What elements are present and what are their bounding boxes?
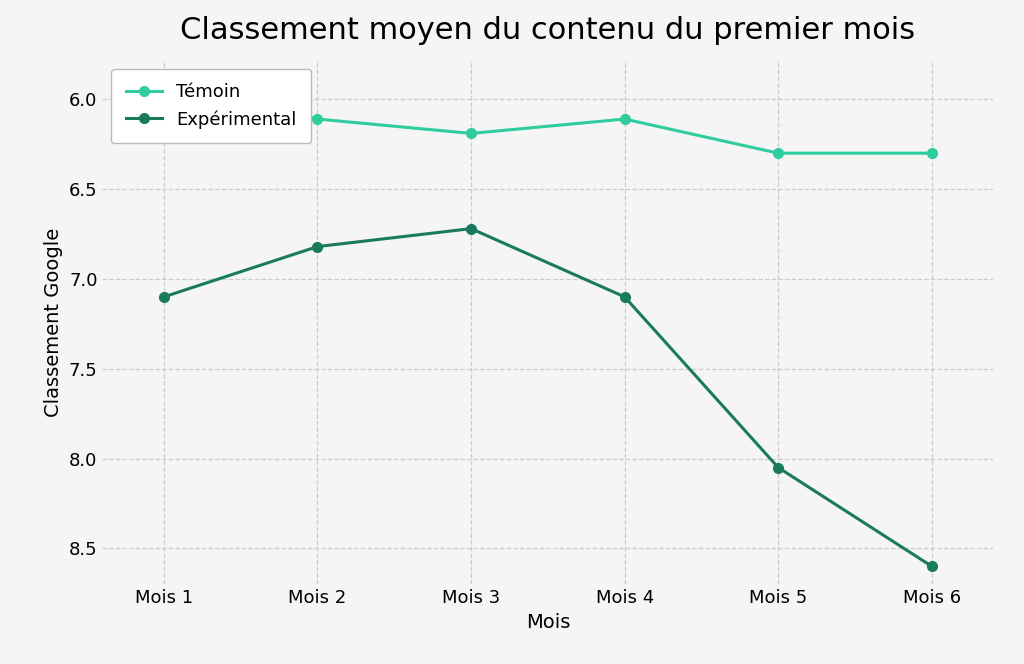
Expérimental — [772, 463, 784, 471]
Expérimental — [465, 224, 477, 232]
Témoin — [618, 115, 631, 123]
Line: Expérimental: Expérimental — [159, 224, 937, 571]
Témoin — [311, 115, 324, 123]
Témoin — [465, 129, 477, 137]
Témoin — [926, 149, 938, 157]
Expérimental — [158, 293, 170, 301]
Expérimental — [311, 242, 324, 250]
Line: Témoin: Témoin — [159, 78, 937, 158]
Title: Classement moyen du contenu du premier mois: Classement moyen du contenu du premier m… — [180, 16, 915, 45]
Expérimental — [618, 293, 631, 301]
Legend: Témoin, Expérimental: Témoin, Expérimental — [112, 69, 311, 143]
Témoin — [158, 79, 170, 87]
Expérimental — [926, 562, 938, 570]
X-axis label: Mois: Mois — [525, 613, 570, 631]
Témoin — [772, 149, 784, 157]
Y-axis label: Classement Google: Classement Google — [44, 227, 63, 417]
